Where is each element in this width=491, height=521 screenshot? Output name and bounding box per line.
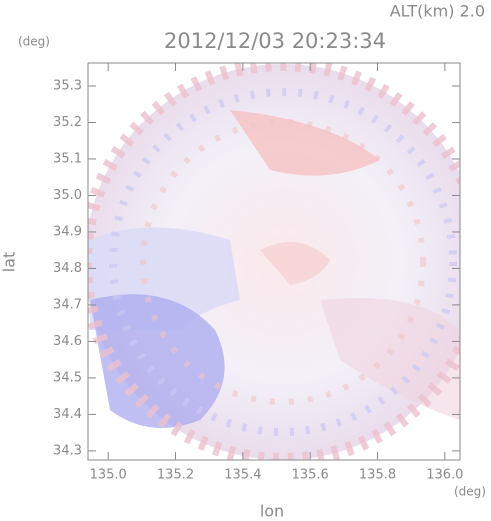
altitude-label: ALT(km) 2.0 [390, 2, 485, 21]
x-tick-label: 135.2 [157, 468, 194, 483]
x-tick-label: 135.8 [359, 468, 396, 483]
y-tick-label: 34.3 [53, 443, 82, 458]
y-axis-label: lat [0, 252, 19, 273]
y-tick-label: 35.1 [53, 151, 82, 166]
y-tick-label: 34.5 [53, 370, 82, 385]
y-tick-label: 35.3 [53, 78, 82, 93]
y-tick-label: 34.4 [53, 407, 82, 422]
x-tick-label: 135.6 [292, 468, 329, 483]
y-unit: (deg) [18, 35, 50, 49]
chart-title: 2012/12/03 20:23:34 [164, 29, 386, 53]
x-tick-label: 135.0 [90, 468, 127, 483]
x-tick-label: 135.4 [224, 468, 261, 483]
plot-frame [87, 62, 461, 461]
y-tick-label: 34.8 [53, 261, 82, 276]
x-tick-label: 136.0 [426, 468, 463, 483]
x-axis-label: lon [260, 502, 284, 521]
x-unit: (deg) [454, 485, 486, 499]
y-tick-label: 34.6 [53, 334, 82, 349]
radar-image [88, 63, 460, 460]
y-tick-label: 34.9 [53, 224, 82, 239]
axes: 135.0 135.2 135.4 135.6 135.8 136.0 34.3 34.4 34… [53, 63, 463, 483]
y-tick-label: 34.7 [53, 297, 82, 312]
y-tick-label: 35.0 [53, 188, 82, 203]
y-tick-label: 35.2 [53, 115, 82, 130]
